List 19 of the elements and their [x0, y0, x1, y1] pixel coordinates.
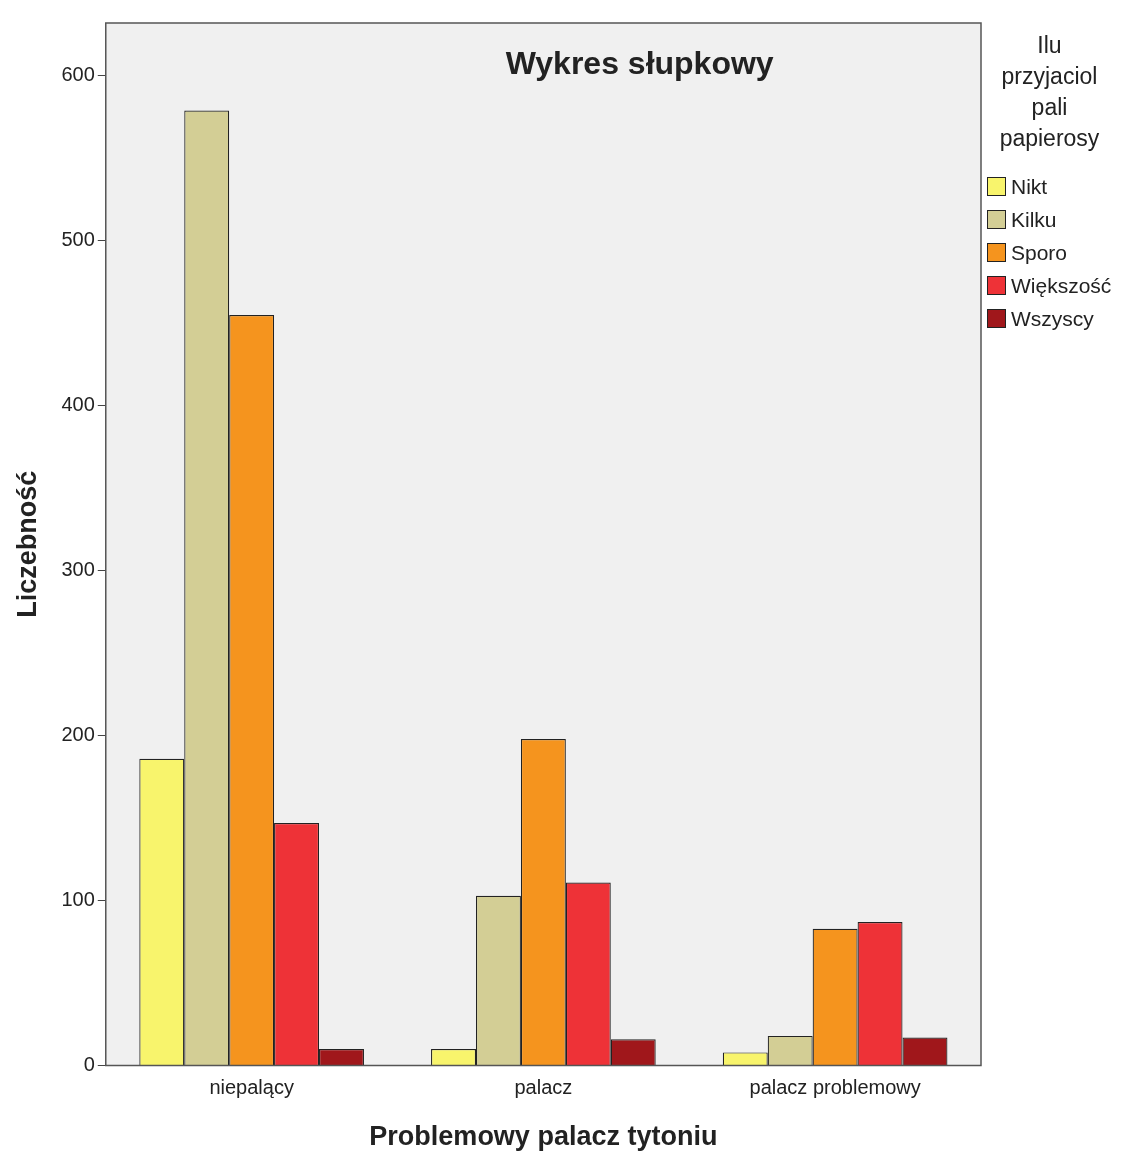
legend-title: Ilu przyjaciol pali papierosy: [998, 31, 1101, 153]
x-tick-label: niepalący: [209, 1076, 294, 1099]
y-tick-label: 300: [61, 558, 95, 581]
y-tick-label: 0: [83, 1053, 95, 1076]
y-tick-label: 500: [61, 228, 95, 251]
x-tick-label: palacz problemowy: [749, 1076, 921, 1099]
x-tick-label: palacz: [514, 1076, 573, 1099]
y-tick-label: 200: [61, 723, 95, 746]
legend-label: Większość: [1011, 273, 1112, 298]
x-axis-title: Problemowy palacz tytoniu: [369, 1121, 718, 1152]
text: Wykres słupkowy: [505, 44, 774, 81]
legend-label: Sporo: [1011, 240, 1068, 265]
legend-label: Wszyscy: [1011, 306, 1094, 331]
y-tick-label: 400: [61, 393, 95, 416]
y-tick-label: 600: [61, 63, 95, 86]
legend-label: Nikt: [1011, 174, 1048, 199]
y-axis-title: Liczebność: [11, 470, 42, 618]
legend-label: Kilku: [1011, 207, 1057, 232]
y-tick-label: 100: [61, 888, 95, 911]
